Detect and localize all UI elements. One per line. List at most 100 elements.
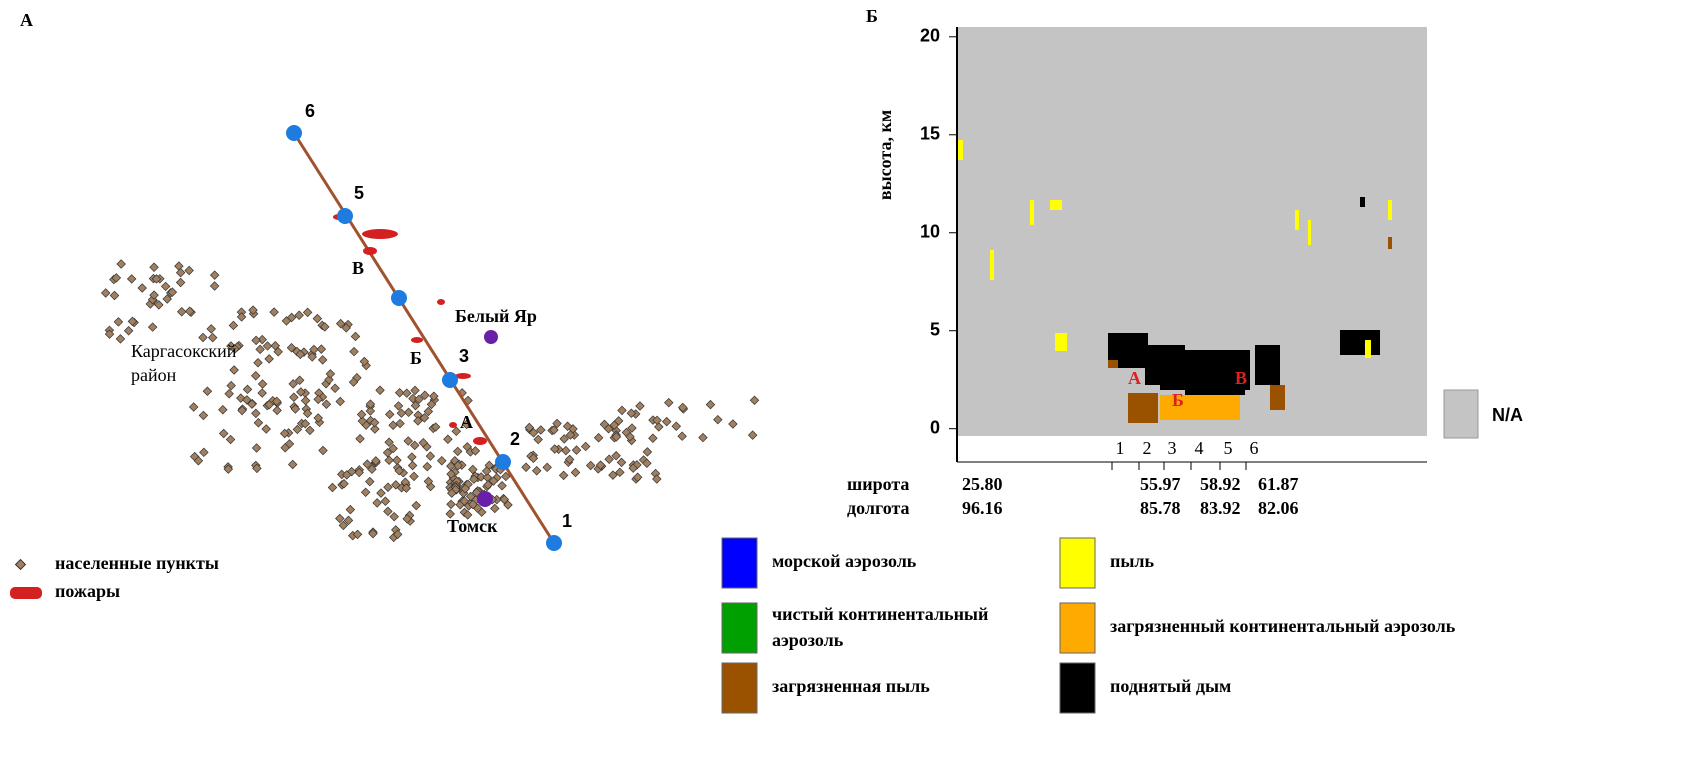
- longitude: 85.78: [1140, 498, 1181, 518]
- legend-swatch: [1060, 663, 1095, 713]
- aerosol-layer: [1128, 393, 1158, 423]
- settlement: [175, 262, 183, 270]
- point-label: 5: [354, 183, 364, 203]
- settlement: [438, 456, 446, 464]
- settlement: [226, 435, 234, 443]
- point-label: 6: [305, 101, 315, 121]
- settlement: [227, 381, 235, 389]
- settlement: [678, 432, 686, 440]
- settlement: [384, 507, 392, 515]
- legend-label: поднятый дым: [1110, 676, 1231, 696]
- settlement: [252, 372, 260, 380]
- aerosol-layer: [1295, 210, 1299, 230]
- settlement: [404, 437, 412, 445]
- settlement: [114, 318, 122, 326]
- settlement: [444, 435, 452, 443]
- settlement: [447, 500, 455, 508]
- settlement: [138, 284, 146, 292]
- figure: А Б 6 5 3 2 1 В Б А Белый Яр Томск Карга…: [0, 0, 1693, 770]
- aerosol-layer: [1340, 330, 1380, 355]
- y-tick-label: 0: [930, 417, 940, 437]
- place: Белый Яр: [455, 306, 537, 326]
- settlement: [366, 477, 374, 485]
- settlement: [225, 389, 233, 397]
- settlement: [243, 385, 251, 393]
- settlement: [252, 336, 260, 344]
- settlement: [322, 400, 330, 408]
- settlement: [386, 410, 394, 418]
- aerosol-layer: [1308, 220, 1311, 245]
- settlement: [101, 289, 109, 297]
- fire-label: Б: [410, 348, 422, 368]
- settlement: [384, 483, 392, 491]
- settlement: [199, 411, 207, 419]
- settlement: [328, 483, 336, 491]
- settlement: [572, 446, 580, 454]
- fire-label: А: [460, 412, 473, 432]
- settlement: [748, 431, 756, 439]
- settlement: [161, 282, 169, 290]
- settlement: [377, 489, 385, 497]
- settlement: [350, 347, 358, 355]
- legend-swatch: [722, 603, 757, 653]
- settlement: [301, 396, 309, 404]
- settlement: [356, 434, 364, 442]
- settlement: [522, 463, 530, 471]
- legend-label: пыль: [1110, 551, 1155, 571]
- settlement: [408, 453, 416, 461]
- settlement: [306, 426, 314, 434]
- place: район: [131, 365, 177, 385]
- y-tick-label: 10: [920, 221, 940, 241]
- settlement: [176, 268, 184, 276]
- settlement: [491, 504, 499, 512]
- settlement: [532, 466, 540, 474]
- settlement: [571, 468, 579, 476]
- fire-label: В: [352, 258, 364, 278]
- settlement: [426, 452, 434, 460]
- settlement: [408, 461, 416, 469]
- legend-swatch: [722, 538, 757, 588]
- settlement: [318, 356, 326, 364]
- settlement: [270, 308, 278, 316]
- segment-label: 6: [1250, 438, 1259, 458]
- city: [477, 491, 493, 507]
- aerosol-layer: [1360, 197, 1365, 207]
- settlement: [263, 342, 271, 350]
- settlement: [148, 323, 156, 331]
- settlement: [373, 499, 381, 507]
- legend-label: населенные пункты: [55, 553, 219, 573]
- legend-swatch: [722, 663, 757, 713]
- settlement: [381, 497, 389, 505]
- settlement: [750, 396, 758, 404]
- settlement: [393, 456, 401, 464]
- settlement: [200, 448, 208, 456]
- settlement: [176, 278, 184, 286]
- settlement: [229, 321, 237, 329]
- settlement: [256, 345, 264, 353]
- settlement: [404, 408, 412, 416]
- panel-label: Б: [866, 6, 878, 26]
- settlement: [385, 456, 393, 464]
- settlement: [390, 512, 398, 520]
- settlement: [655, 423, 663, 431]
- settlement: [729, 420, 737, 428]
- settlement: [672, 422, 680, 430]
- latitude: 61.87: [1258, 474, 1299, 494]
- settlement: [258, 380, 266, 388]
- settlement: [543, 463, 551, 471]
- settlement: [313, 314, 321, 322]
- settlement: [534, 435, 542, 443]
- layer-label: В: [1235, 368, 1247, 388]
- legend-label: загрязненный континентальный аэрозоль: [1110, 616, 1456, 636]
- settlement: [412, 501, 420, 509]
- settlement: [219, 429, 227, 437]
- settlement: [254, 359, 262, 367]
- panel-label: А: [20, 10, 33, 30]
- latitude: 25.80: [962, 474, 1003, 494]
- settlement: [177, 308, 185, 316]
- city: [484, 330, 498, 344]
- y-axis-label: высота, км: [875, 110, 895, 200]
- aerosol-layer: [1255, 345, 1280, 385]
- settlement: [336, 397, 344, 405]
- settlement: [127, 275, 135, 283]
